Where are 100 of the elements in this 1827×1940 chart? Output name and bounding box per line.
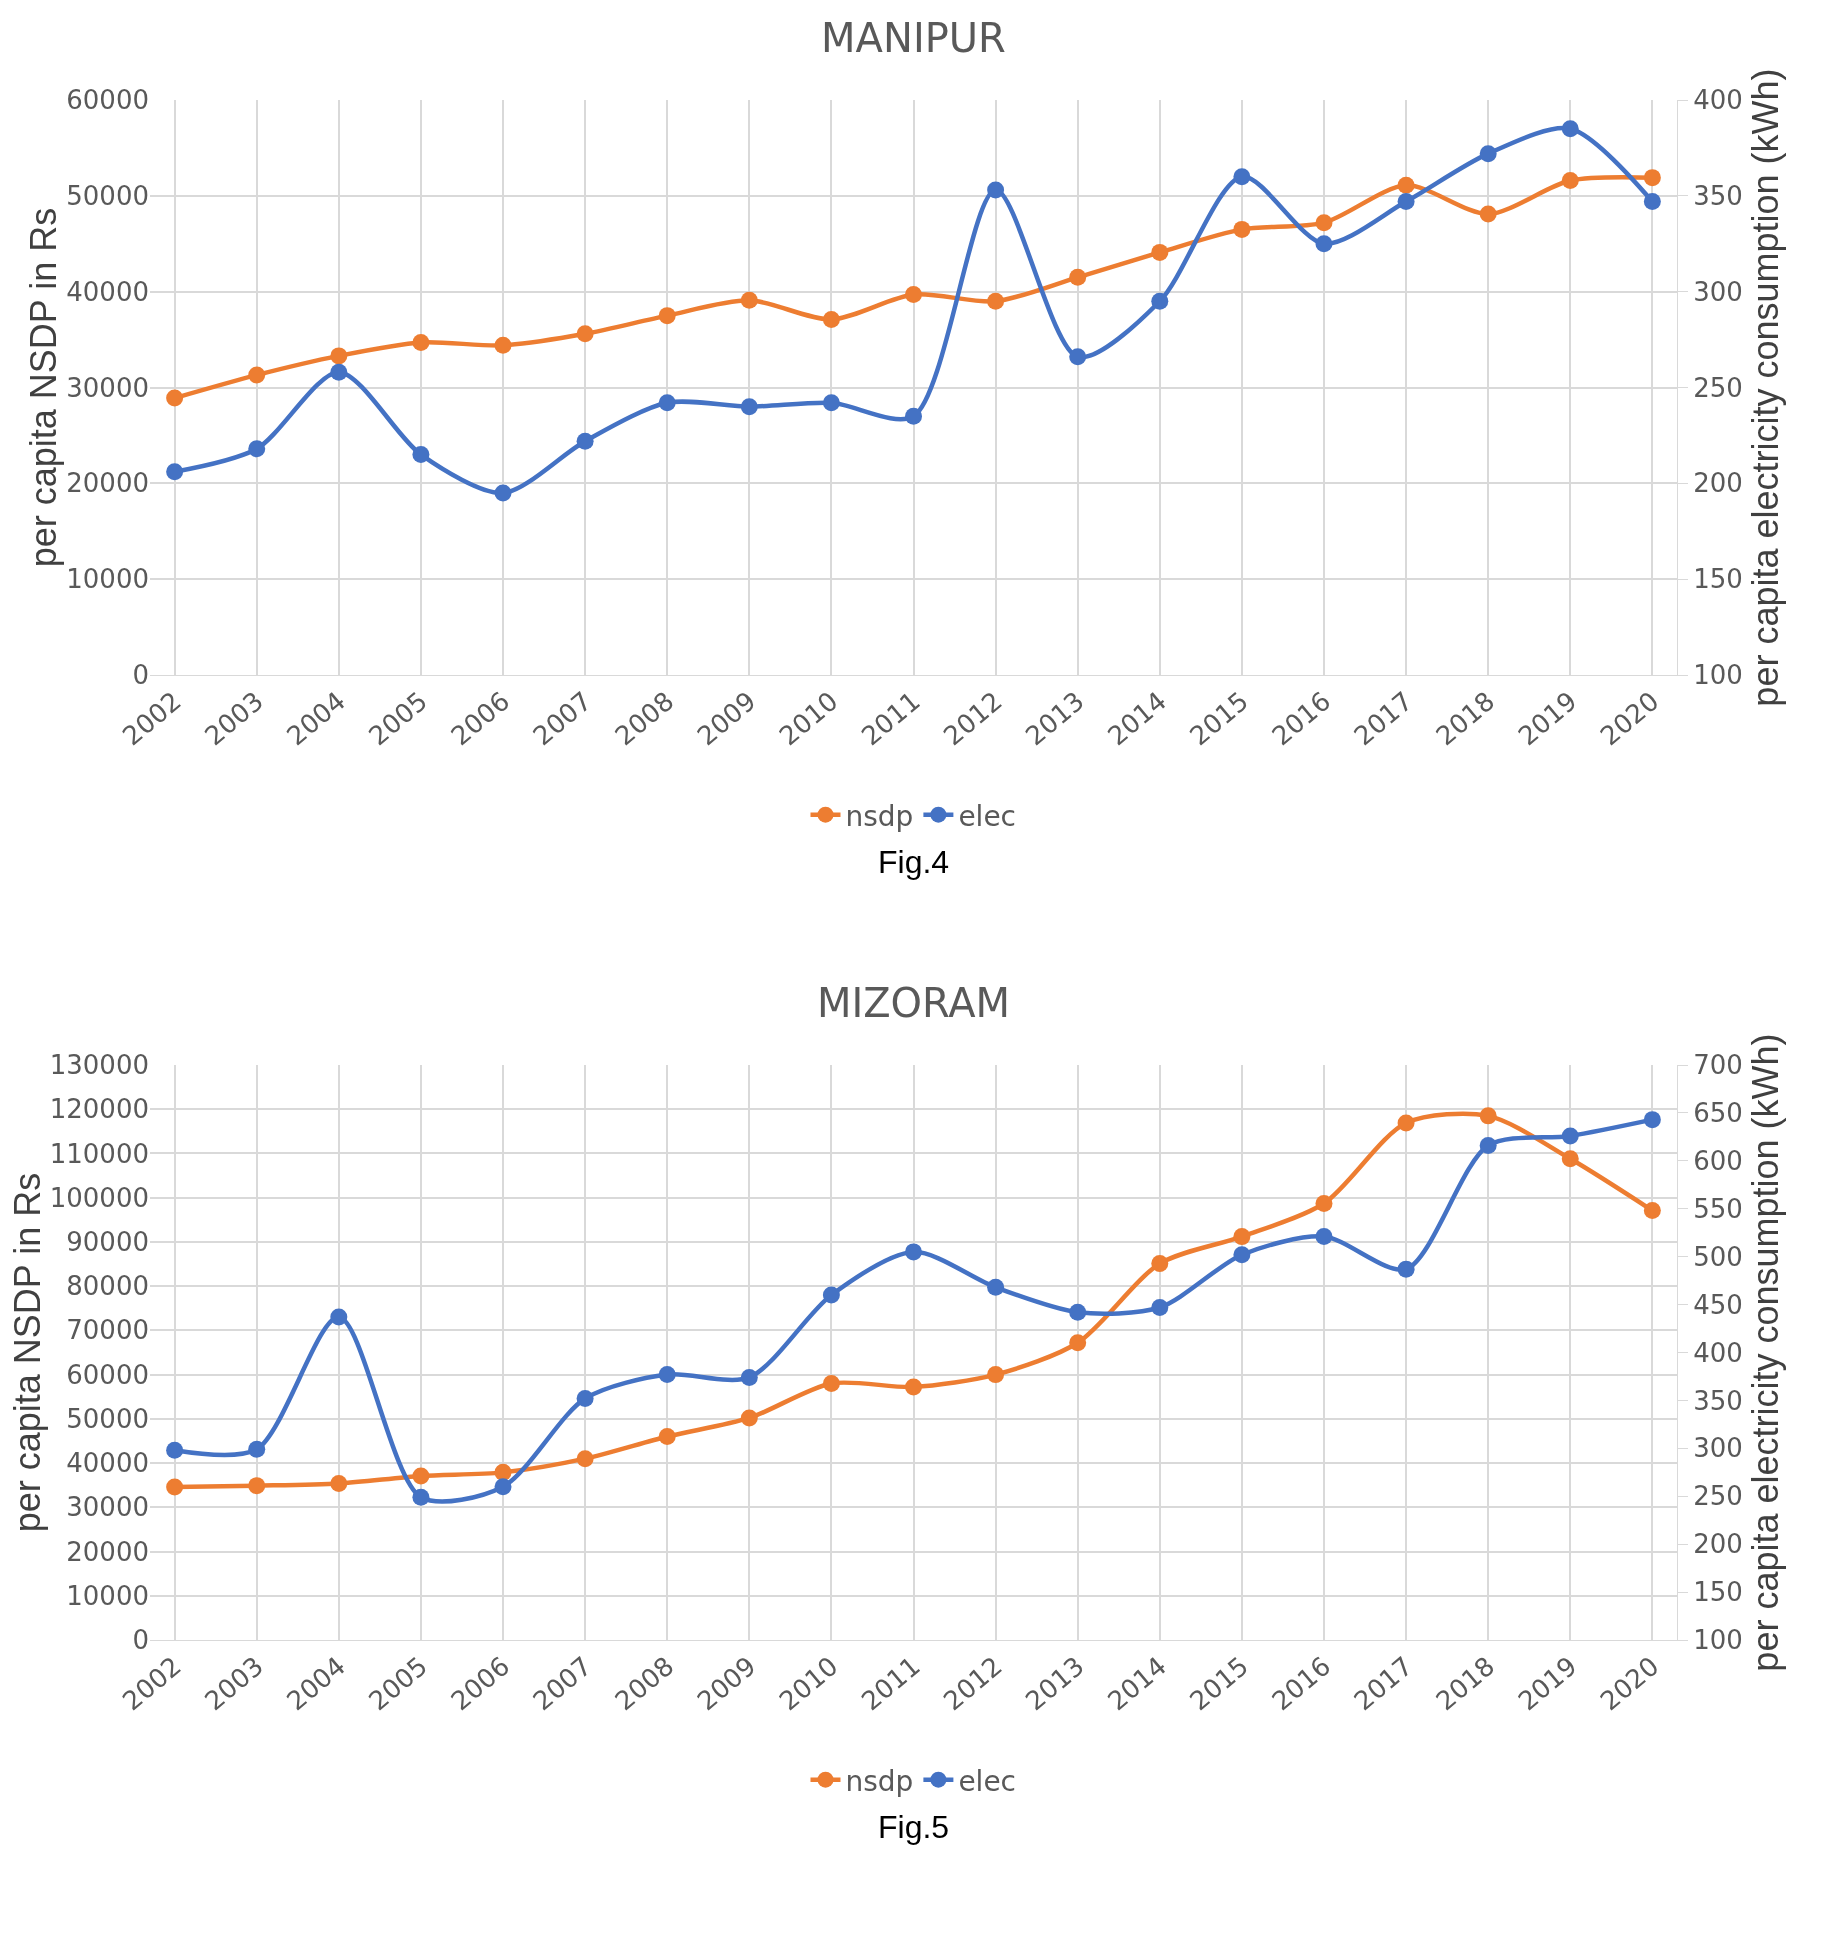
point [1233,220,1251,238]
point [740,398,758,416]
point [248,366,266,384]
point [1397,193,1415,211]
legend-label: elec [958,1764,1017,1798]
point [494,484,512,502]
point [166,1441,184,1459]
point [1397,176,1415,194]
point [1561,1150,1579,1168]
y2-tick-label: 450 [1693,1289,1743,1320]
point [1643,169,1661,187]
point [1643,1111,1661,1129]
point [1233,1246,1251,1264]
point [248,440,266,458]
point [166,463,184,481]
point [1233,168,1251,186]
legend-label: elec [958,799,1017,833]
y-axis-title: per capita NSDP in Rs [23,207,65,568]
point [494,1478,512,1496]
point [905,1378,922,1396]
point [1397,1260,1415,1278]
point [987,181,1005,199]
point [494,1463,512,1481]
point [1479,205,1497,223]
point [248,1440,266,1458]
chart-title: MANIPUR [821,15,1006,62]
point [987,1278,1005,1296]
y2-tick-label: 650 [1693,1098,1743,1129]
point [822,1374,840,1392]
point [1069,268,1087,286]
point [1643,193,1661,211]
y2-tick-label: 600 [1693,1145,1743,1176]
y-tick-label: 10000 [66,1580,149,1611]
y-tick-label: 20000 [66,468,149,499]
y2-tick-label: 400 [1693,85,1743,116]
point [1315,214,1333,232]
y-tick-label: 40000 [66,276,149,307]
point [330,1308,348,1326]
y2-tick-label: 550 [1693,1193,1743,1224]
point [987,1366,1005,1384]
y-tick-label: 0 [132,1625,149,1656]
y2-tick-label: 150 [1693,564,1743,595]
point [1069,1303,1087,1321]
point [248,1477,266,1495]
point [1151,1255,1169,1273]
y-tick-label: 60000 [66,1359,149,1390]
point [905,407,922,425]
point [166,389,184,407]
point [1315,1228,1333,1246]
point [1561,1127,1579,1145]
y-tick-label: 0 [132,660,149,691]
point [1315,1194,1333,1212]
point [822,394,840,412]
point [1561,172,1579,189]
y2-tick-label: 350 [1693,1385,1743,1416]
point [494,336,512,354]
y-tick-label: 70000 [66,1315,149,1346]
y2-tick-label: 250 [1693,1481,1743,1512]
point [330,347,348,365]
y2-tick-label: 150 [1693,1577,1743,1608]
point [576,1390,594,1407]
point [330,363,348,381]
point [822,310,840,328]
point [740,291,758,309]
y-tick-label: 10000 [66,564,149,595]
point [1397,1114,1415,1132]
point [1233,1228,1251,1246]
point [1069,1334,1087,1352]
point [1479,145,1497,163]
y-tick-label: 20000 [66,1536,149,1567]
point [1151,243,1169,261]
y2-tick-label: 300 [1693,1433,1743,1464]
point [822,1286,840,1304]
caption: Fig.5 [878,1809,950,1845]
point [330,1474,348,1492]
point [658,1366,676,1384]
point [1315,235,1333,253]
point [412,446,430,464]
point [658,394,676,412]
chart-title: MIZORAM [816,980,1011,1027]
y-tick-label: 40000 [66,1448,149,1479]
point [1151,292,1169,310]
point [412,1467,430,1485]
y2-tick-label: 500 [1693,1241,1743,1272]
caption: Fig.4 [878,844,950,880]
y-tick-label: 130000 [49,1050,149,1081]
point [576,325,594,343]
point [740,1368,758,1386]
point [658,1428,676,1446]
y-tick-label: 50000 [66,1403,149,1434]
y-tick-label: 30000 [66,372,149,403]
point [412,333,430,351]
y2-tick-label: 250 [1693,372,1743,403]
point [1561,120,1579,138]
y-axis-title: per capita NSDP in Rs [6,1172,48,1533]
y-tick-label: 30000 [66,1492,149,1523]
y2-axis-title: per capita electricity consumption (kWh) [1744,68,1786,707]
y2-tick-label: 700 [1693,1050,1743,1081]
y-tick-label: 90000 [66,1227,149,1258]
point [1151,1298,1169,1316]
